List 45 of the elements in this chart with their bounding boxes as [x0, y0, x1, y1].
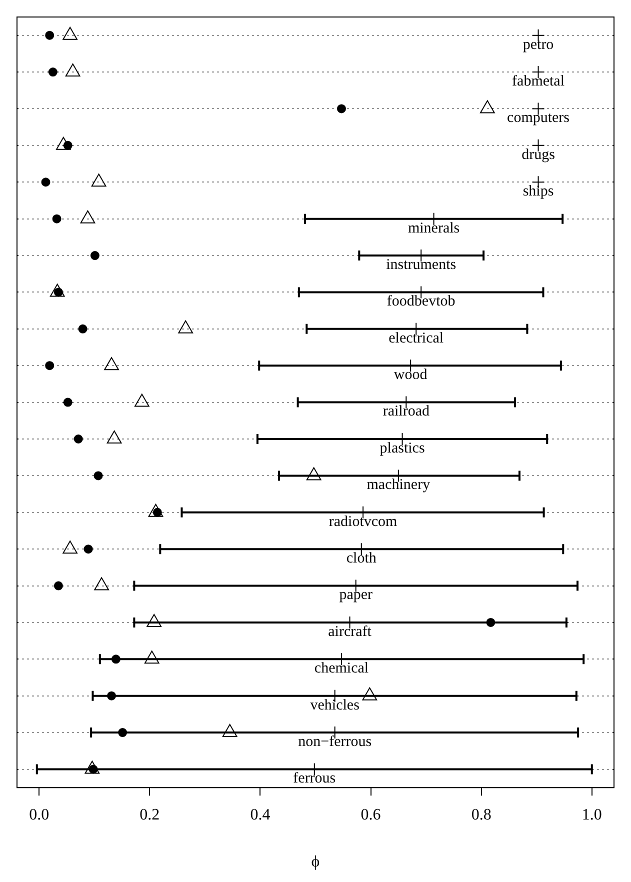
point: [52, 214, 62, 224]
y-tick-label: electrical: [388, 330, 444, 346]
point: [111, 654, 120, 664]
y-tick-label: fabmetal: [512, 73, 565, 90]
point: [118, 728, 128, 738]
point: [48, 68, 58, 77]
x-tick-label: 0.8: [471, 806, 492, 824]
y-tick-label: railroad: [382, 404, 430, 420]
x-tick-label: 0.0: [29, 806, 50, 824]
x-tick-label: 0.2: [140, 806, 160, 824]
point: [74, 434, 83, 444]
point: [84, 544, 93, 554]
y-tick-label: paper: [339, 587, 373, 604]
point: [45, 30, 54, 40]
y-tick-label: plastics: [380, 440, 425, 456]
y-tick-label: vehicles: [310, 697, 360, 714]
point: [45, 361, 54, 370]
point: [54, 581, 63, 590]
y-tick-label: computers: [507, 110, 570, 126]
y-tick-label: minerals: [408, 220, 460, 236]
point: [41, 178, 50, 187]
x-tick-label: 0.4: [250, 806, 270, 824]
point: [63, 398, 72, 407]
point: [486, 618, 496, 627]
y-tick-label: machinery: [366, 477, 431, 494]
y-tick-label: aircraft: [328, 624, 372, 640]
point: [78, 324, 88, 334]
point: [336, 104, 346, 114]
y-tick-label: non−ferrous: [298, 734, 372, 750]
y-tick-label: radiotvcom: [328, 514, 398, 530]
y-tick-label: cloth: [346, 550, 377, 567]
y-tick-label: petro: [522, 36, 554, 53]
x-axis-title: ϕ: [311, 854, 320, 871]
y-tick-label: ferrous: [293, 770, 336, 787]
y-tick-label: ships: [522, 184, 554, 200]
point: [94, 471, 103, 480]
y-tick-label: wood: [394, 367, 428, 384]
y-tick-label: foodbevtob: [386, 294, 456, 310]
y-tick-label: chemical: [314, 660, 369, 677]
y-tick-label: drugs: [522, 146, 556, 163]
y-tick-label: instruments: [386, 256, 456, 273]
point: [90, 251, 100, 260]
point: [107, 691, 116, 700]
x-tick-label: 0.6: [360, 806, 381, 824]
x-tick-label: 1.0: [582, 806, 602, 824]
